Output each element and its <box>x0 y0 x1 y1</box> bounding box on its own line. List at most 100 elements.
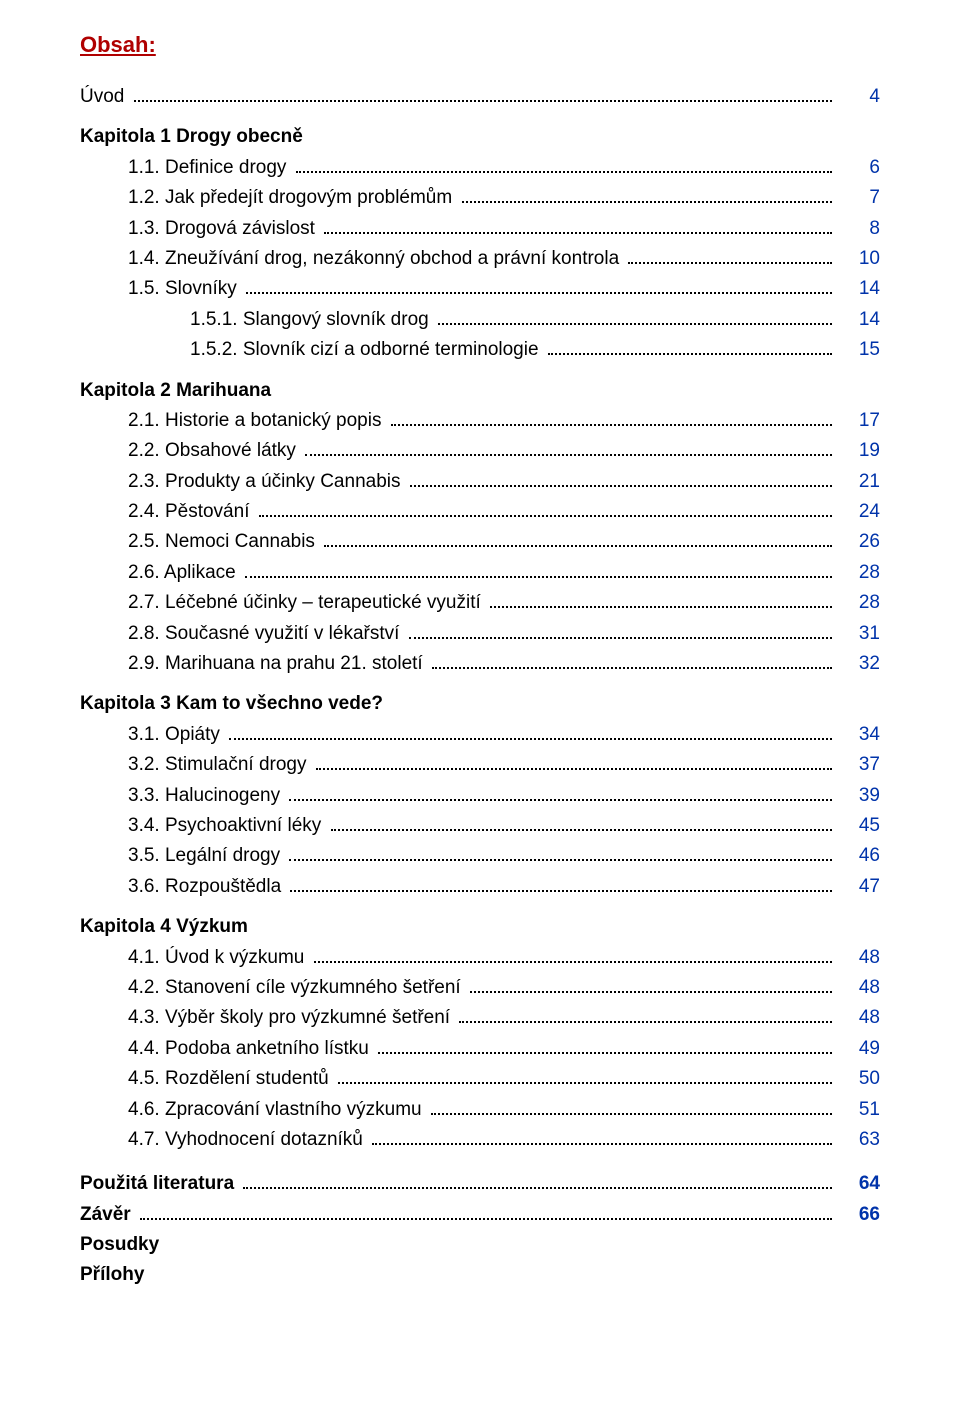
toc-entry[interactable]: 1.5. Slovníky 14 <box>80 274 880 304</box>
toc-leader-dots <box>290 878 832 891</box>
toc-entry[interactable]: 3.3. Halucinogeny 39 <box>80 781 880 811</box>
toc-leader-dots <box>246 281 832 294</box>
toc-entry[interactable]: 3.6. Rozpouštědla 47 <box>80 872 880 902</box>
toc-entry[interactable]: 1.2. Jak předejít drogovým problémům 7 <box>80 183 880 213</box>
toc-entry-page: 26 <box>836 527 880 557</box>
toc-entry-page: 63 <box>836 1125 880 1155</box>
toc-entry[interactable]: 4.2. Stanovení cíle výzkumného šetření 4… <box>80 973 880 1003</box>
toc-entry-page: 34 <box>836 720 880 750</box>
toc-entry-page: 15 <box>836 335 880 365</box>
toc-entry-label: 3.4. Psychoaktivní léky <box>128 811 327 841</box>
toc-entry[interactable]: 4.5. Rozdělení studentů 50 <box>80 1064 880 1094</box>
toc-entry-page: 51 <box>836 1095 880 1125</box>
toc-leader-dots <box>305 443 832 456</box>
toc-leader-dots <box>490 595 832 608</box>
toc-entry[interactable]: 3.4. Psychoaktivní léky 45 <box>80 811 880 841</box>
toc-entry[interactable]: 1.5.1. Slangový slovník drog 14 <box>80 305 880 335</box>
toc-entry[interactable]: 2.7. Léčebné účinky – terapeutické využi… <box>80 588 880 618</box>
toc-entry[interactable]: 2.4. Pěstování 24 <box>80 497 880 527</box>
toc-leader-dots <box>324 534 832 547</box>
toc-entry-label: 1.2. Jak předejít drogovým problémům <box>128 183 458 213</box>
toc-entry-label: 2.9. Marihuana na prahu 21. století <box>128 649 428 679</box>
toc-entry-page: 48 <box>836 973 880 1003</box>
toc-entry[interactable]: 4.4. Podoba anketního lístku 49 <box>80 1034 880 1064</box>
toc-entry-page: 50 <box>836 1064 880 1094</box>
toc-entry[interactable]: 3.1. Opiáty 34 <box>80 720 880 750</box>
toc-leader-dots <box>245 564 832 577</box>
toc-entry[interactable]: 3.5. Legální drogy 46 <box>80 841 880 871</box>
toc-leader-dots <box>409 625 832 638</box>
toc-entry-label: 1.3. Drogová závislost <box>128 214 320 244</box>
toc-entry-label: 1.5.2. Slovník cizí a odborné terminolog… <box>190 335 544 365</box>
toc-entry[interactable]: 2.8. Současné využití v lékařství 31 <box>80 619 880 649</box>
toc-leader-dots <box>410 473 832 486</box>
toc-entry[interactable]: 3.2. Stimulační drogy 37 <box>80 750 880 780</box>
toc-entry[interactable]: 2.9. Marihuana na prahu 21. století 32 <box>80 649 880 679</box>
toc-entry-label: 2.8. Současné využití v lékařství <box>128 619 405 649</box>
toc-entry-page: 31 <box>836 619 880 649</box>
toc-entry-page: 19 <box>836 436 880 466</box>
toc-entry-label: 3.3. Halucinogeny <box>128 781 285 811</box>
toc-leader-dots <box>259 504 832 517</box>
toc-entry[interactable]: 4.7. Vyhodnocení dotazníků 63 <box>80 1125 880 1155</box>
toc-leader-dots <box>296 159 832 172</box>
toc-entry-label: 4.7. Vyhodnocení dotazníků <box>128 1125 368 1155</box>
toc-leader-dots <box>324 220 832 233</box>
toc-entry[interactable]: 1.5.2. Slovník cizí a odborné terminolog… <box>80 335 880 365</box>
toc-entry[interactable]: Závěr 66 <box>80 1200 880 1230</box>
toc-entry[interactable]: 2.5. Nemoci Cannabis 26 <box>80 527 880 557</box>
toc-entry[interactable]: 1.4. Zneužívání drog, nezákonný obchod a… <box>80 244 880 274</box>
toc-entry-label: 2.2. Obsahové látky <box>128 436 301 466</box>
toc-leader-dots <box>372 1132 832 1145</box>
toc-leader-dots <box>331 818 832 831</box>
toc-entry-page: 48 <box>836 1003 880 1033</box>
toc-leader-dots <box>229 726 832 739</box>
toc-entry-page: 64 <box>836 1169 880 1199</box>
toc-entry-page: 49 <box>836 1034 880 1064</box>
toc-leader-dots <box>289 787 832 800</box>
toc-entry[interactable]: 1.3. Drogová závislost 8 <box>80 214 880 244</box>
toc-entry-page: 21 <box>836 467 880 497</box>
toc-entry[interactable]: Použitá literatura 64 <box>80 1169 880 1199</box>
toc-entry-label: 4.6. Zpracování vlastního výzkumu <box>128 1095 427 1125</box>
toc-entry-label: 2.7. Léčebné účinky – terapeutické využi… <box>128 588 486 618</box>
toc-entry[interactable]: 2.3. Produkty a účinky Cannabis 21 <box>80 467 880 497</box>
toc-entry-label: 2.6. Aplikace <box>128 558 241 588</box>
toc-leader-dots <box>462 190 833 203</box>
toc-entry-page: 28 <box>836 558 880 588</box>
toc-leader-dots <box>338 1071 832 1084</box>
toc-leader-dots <box>548 342 832 355</box>
toc-entry-label: 1.5.1. Slangový slovník drog <box>190 305 434 335</box>
toc-leader-dots <box>438 311 832 324</box>
toc-entry-label: Použitá literatura <box>80 1169 239 1199</box>
toc-entry-label: 3.6. Rozpouštědla <box>128 872 286 902</box>
toc-entry[interactable]: 4.6. Zpracování vlastního výzkumu 51 <box>80 1095 880 1125</box>
toc-entry[interactable]: 2.1. Historie a botanický popis 17 <box>80 406 880 436</box>
toc-entry-page: 14 <box>836 305 880 335</box>
toc-entry-page: 39 <box>836 781 880 811</box>
toc-entry[interactable]: Úvod 4 <box>80 82 880 112</box>
toc-entry[interactable]: 2.6. Aplikace 28 <box>80 558 880 588</box>
toc-entry[interactable]: 1.1. Definice drogy 6 <box>80 153 880 183</box>
toc-entry-label: 4.4. Podoba anketního lístku <box>128 1034 374 1064</box>
toc-entry-page: 48 <box>836 943 880 973</box>
toc-entry-label: Úvod <box>80 82 130 112</box>
toc-entry-page: 24 <box>836 497 880 527</box>
toc-entry-label: 2.4. Pěstování <box>128 497 255 527</box>
toc-entry-page: 28 <box>836 588 880 618</box>
toc-chapter: Kapitola 4 Výzkum <box>80 912 880 942</box>
toc-leader-dots <box>378 1040 832 1053</box>
toc-chapter: Kapitola 1 Drogy obecně <box>80 122 880 152</box>
toc-leader-dots <box>432 656 832 669</box>
toc-entry-label: 4.3. Výběr školy pro výzkumné šetření <box>128 1003 455 1033</box>
toc-entry-page: 47 <box>836 872 880 902</box>
toc-entry[interactable]: 4.1. Úvod k výzkumu 48 <box>80 943 880 973</box>
toc-leader-dots <box>140 1206 832 1219</box>
toc-entry-page: 17 <box>836 406 880 436</box>
toc-leader-dots <box>470 980 832 993</box>
toc-leader-dots <box>628 251 832 264</box>
toc-leader-dots <box>289 848 832 861</box>
toc-entry[interactable]: 4.3. Výběr školy pro výzkumné šetření 48 <box>80 1003 880 1033</box>
toc-leader-dots <box>459 1010 832 1023</box>
toc-entry[interactable]: 2.2. Obsahové látky 19 <box>80 436 880 466</box>
